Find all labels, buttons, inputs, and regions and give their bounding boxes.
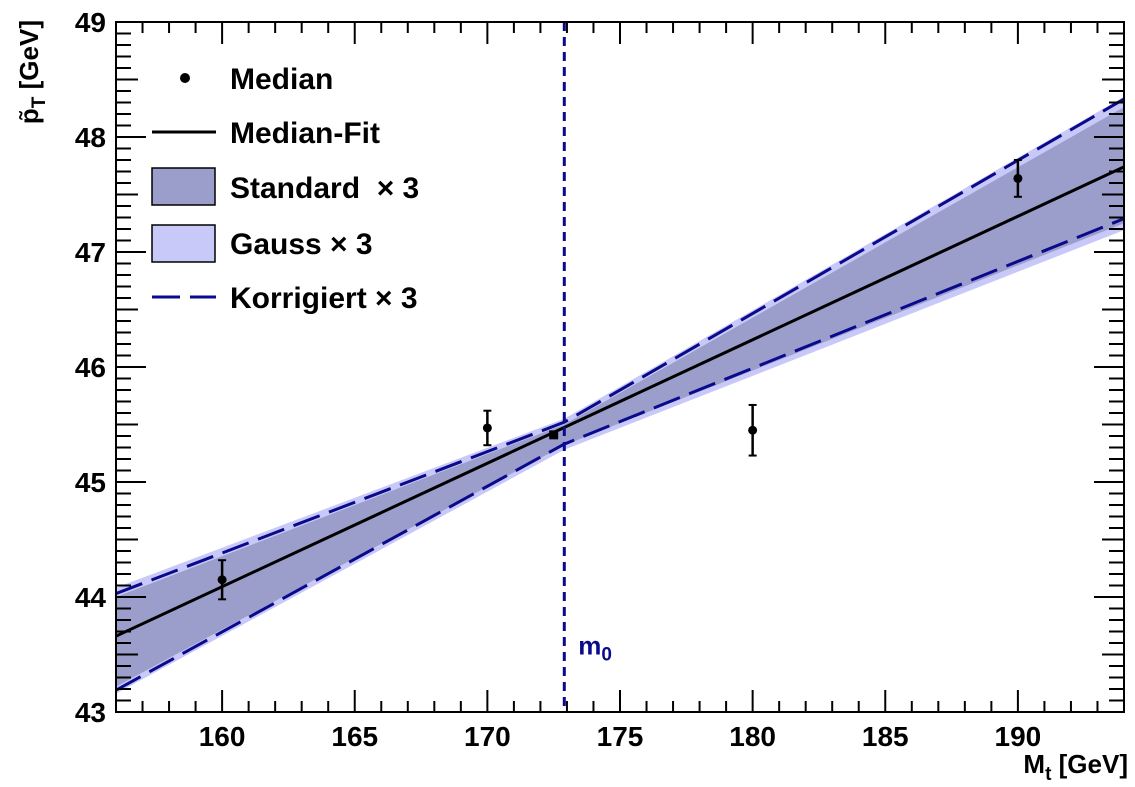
- legend-median-label: Median: [230, 63, 333, 96]
- korrigiert-upper-line: [116, 97, 1124, 595]
- standard-band: [116, 107, 1124, 687]
- median-points: [217, 159, 1023, 601]
- x-tick-label: 175: [597, 721, 644, 752]
- legend-gauss-swatch: [151, 224, 216, 263]
- legend-standard-swatch: [151, 167, 216, 206]
- axis-ticks: 160 165 170 175 180 185 190 43 44 45 46 47 48 49: [75, 7, 1125, 752]
- x-tick-label: 185: [862, 721, 909, 752]
- y-tick-label: 43: [75, 697, 106, 728]
- y-tick-label: 45: [75, 467, 106, 498]
- x-tick-label: 190: [995, 721, 1042, 752]
- x-axis-label: Mt [GeV]: [1023, 749, 1128, 785]
- median-point-2: [748, 425, 758, 435]
- legend-fit-label: Median-Fit: [230, 117, 380, 150]
- y-axis-label: p̃T [GeV]: [14, 20, 50, 124]
- reference-point: [549, 430, 559, 440]
- x-tick-label: 165: [331, 721, 378, 752]
- median-fit-line: [116, 165, 1124, 638]
- legend: Median Median-Fit Standard × 3 Gauss × 3…: [151, 63, 419, 315]
- legend-korrigiert-label: Korrigiert × 3: [230, 282, 418, 315]
- median-point-3: [1013, 173, 1023, 183]
- legend-gauss-label: Gauss × 3: [230, 228, 373, 261]
- x-tick-label: 180: [729, 721, 776, 752]
- y-tick-label: 44: [75, 582, 107, 613]
- y-tick-label: 47: [75, 237, 106, 268]
- median-point-0: [217, 575, 227, 585]
- x-tick-label: 160: [199, 721, 246, 752]
- y-tick-label: 49: [75, 7, 106, 38]
- y-tick-label: 48: [75, 122, 106, 153]
- median-point-1: [482, 423, 492, 433]
- legend-standard-label: Standard × 3: [230, 172, 419, 205]
- m0-label: m0: [578, 631, 612, 666]
- legend-median-marker: [180, 73, 190, 83]
- y-tick-label: 46: [75, 352, 106, 383]
- x-tick-label: 170: [464, 721, 511, 752]
